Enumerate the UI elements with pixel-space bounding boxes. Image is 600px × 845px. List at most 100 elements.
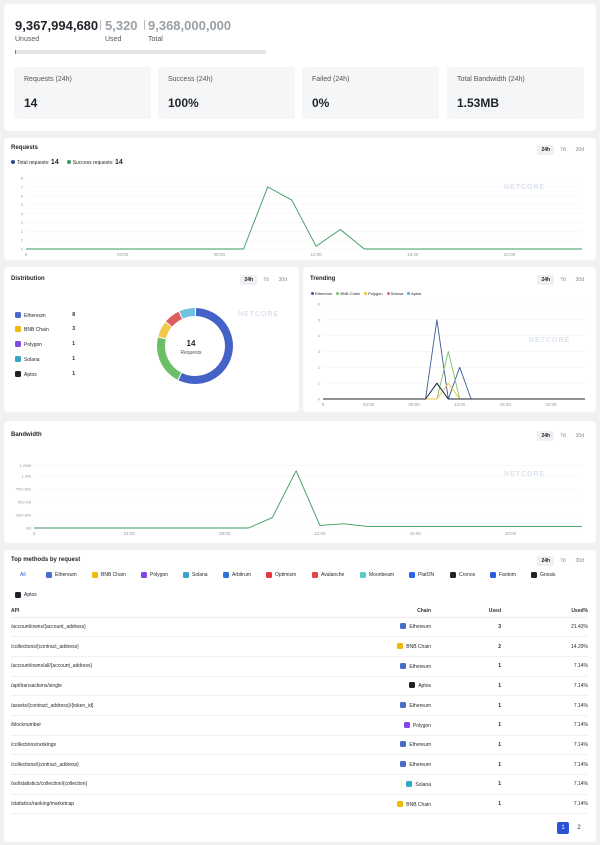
bandwidth-range-tabs: 24h 7d 30d [537,431,588,441]
cronos-icon [450,572,456,578]
chain-cell: Solana [341,774,431,795]
filter-avalanche[interactable]: Avalanche [312,572,344,578]
x-tick-label: 12:00 [310,252,322,257]
bandwidth-chart: 0B 250.0KB 500 KB 750.0KB 1 MB 1.2MB 0 04:00 08:… [16,463,582,536]
series-line-bandwidth [34,470,582,529]
methods-table: API Chain Used Used% /account/owns/{acco… [11,605,588,815]
distribution-item-bnb: BNB Chain 3 [15,326,75,333]
distribution-item-ethereum: Ethereum 8 [15,312,75,319]
filter-ethereum[interactable]: Ethereum [46,572,77,578]
donut-slice-polygon[interactable] [158,322,172,339]
chain-icon [400,623,407,630]
arbitrum-icon [223,572,229,578]
filter-gnosis[interactable]: Gnosis [531,572,556,578]
page-1-button[interactable]: 1 [557,822,569,834]
api-cell: /account/owns/{account_address} [11,617,341,638]
y-tick-label: 750.0KB [16,487,32,492]
donut-slice-ethereum[interactable] [178,308,233,385]
trending-card: Trending 24h 7d 30d Ethereum BNB Chain P… [303,267,596,412]
col-api[interactable]: API [11,605,341,618]
filter-cronos[interactable]: Cronos [450,572,475,578]
api-cell: /assets/{contract_address}/{token_id} [11,695,341,716]
tab-30d[interactable]: 30d [571,431,588,441]
series-line-polygon [323,382,585,400]
legend-item[interactable]: Solana [386,291,403,296]
x-tick-label: 04:00 [124,531,136,536]
y-tick-label: 1 [318,381,321,386]
filter-moonbeam[interactable]: Moonbeam [360,572,394,578]
tab-24h[interactable]: 24h [537,431,555,441]
used-label: Used [105,36,122,43]
tab-24h[interactable]: 24h [537,556,555,566]
y-tick-label: 1 MB [22,474,32,479]
stat-label: Success (24h) [168,76,213,83]
tab-7d[interactable]: 7d [556,145,570,155]
filter-platon[interactable]: PlatON [409,572,434,578]
optimism-icon [266,572,272,578]
tab-7d[interactable]: 7d [259,275,273,285]
filter-solana[interactable]: Solana [183,572,208,578]
tab-7d[interactable]: 7d [556,431,570,441]
watermark: NETCORE [529,337,570,344]
used-value: 5,320 [105,18,138,33]
chain-icon [406,780,413,787]
filter-bnb-chain[interactable]: BNB Chain [92,572,126,578]
tab-30d[interactable]: 30d [274,275,291,285]
tab-7d[interactable]: 7d [556,275,570,285]
table-row: /api/transactions/single Aptos 1 7.14% [11,676,588,697]
legend-item[interactable]: BNB Chain [336,291,360,296]
chain-cell: Ethereum [341,617,431,638]
requests-range-tabs: 24h 7d 30d [537,145,588,155]
stat-requests: Requests (24h) 14 [14,67,151,119]
avalanche-icon [312,572,318,578]
pct-cell: 7.14% [501,774,588,795]
stat-label: Failed (24h) [312,76,350,83]
chain-cell: Ethereum [341,735,431,756]
legend-item[interactable]: Polygon [364,291,383,296]
donut-slice-bnb-chain[interactable] [156,337,182,380]
filter-fantom[interactable]: Fantom [490,572,516,578]
requests-title: Requests [11,145,39,151]
tab-30d[interactable]: 30d [571,145,588,155]
filter-all[interactable]: All [20,572,26,578]
tab-24h[interactable]: 24h [537,145,555,155]
y-tick-label: 5 [318,317,321,322]
trending-legend: Ethereum BNB Chain Polygon Solana Aptos [311,291,421,296]
filter-arbitrum[interactable]: Arbitrum [223,572,251,578]
unused-label: Unused [15,36,40,43]
chain-icon [400,662,407,669]
used-cell: 1 [431,754,501,775]
x-tick-label: 04:00 [363,402,375,407]
donut-slice-aptos[interactable] [179,308,195,319]
used-cell: 1 [431,735,501,756]
filter-optimism[interactable]: Optimism [266,572,296,578]
x-tick-label: 04:00 [117,252,129,257]
y-tick-label: 6 [21,193,24,198]
table-row: /collections/rankings Ethereum 1 7.14% [11,735,588,756]
tab-24h[interactable]: 24h [240,275,258,285]
donut-slice-solana[interactable] [166,311,182,327]
chain-icon [397,800,404,807]
page-2-button[interactable]: 2 [577,825,581,831]
pct-cell: 7.14% [501,735,588,756]
legend-item[interactable]: Aptos [407,291,421,296]
tab-7d[interactable]: 7d [556,556,570,566]
chain-icon [400,761,407,768]
filter-polygon[interactable]: Polygon [141,572,168,578]
unused-value: 9,367,994,680 [15,18,99,33]
tab-30d[interactable]: 30d [571,556,588,566]
col-chain[interactable]: Chain [341,605,431,618]
filter-aptos[interactable]: Aptos [15,592,37,598]
table-row: /collections/{contract_address} BNB Chain… [11,636,588,657]
col-used[interactable]: Used [431,605,501,618]
legend-item[interactable]: Ethereum [311,291,332,296]
used-cell: 3 [431,617,501,638]
table-row: /account/owns/all/{account_address} Ether… [11,656,588,677]
col-pct[interactable]: Used% [501,605,588,618]
pct-cell: 7.14% [501,676,588,697]
tab-30d[interactable]: 30d [571,275,588,285]
used-cell: 1 [431,715,501,736]
chain-icon [397,643,404,650]
stat-value: 14 [24,96,38,110]
tab-24h[interactable]: 24h [537,275,555,285]
